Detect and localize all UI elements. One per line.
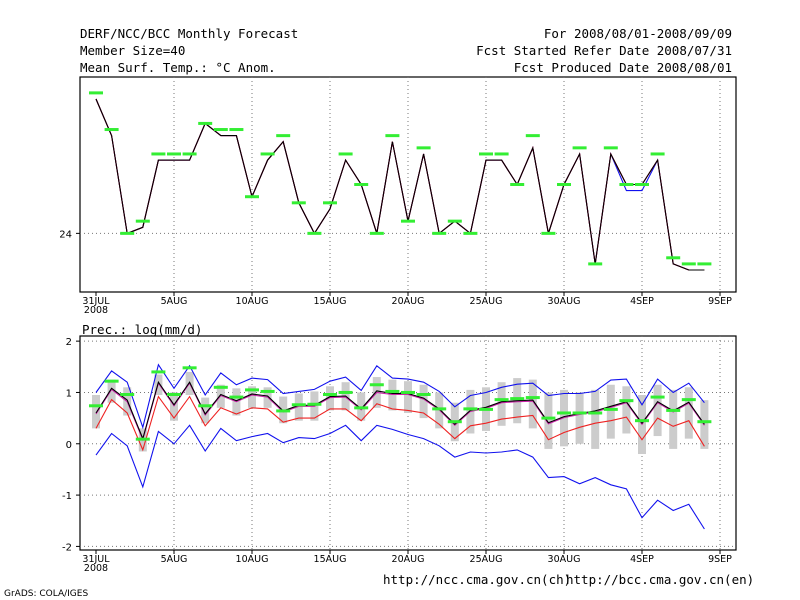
prec-spread-bar [419,384,428,419]
temp-x-tick-label: 20AUG [392,296,425,307]
precip-title: Prec.: log(mm/d) [82,322,203,337]
prec-spread-bar [92,395,100,429]
prec-spread-bar [326,386,334,411]
prec-spread-bar [575,392,584,444]
prec-spread-bar [669,389,678,449]
temp-x-tick-label: 15AUG [314,296,347,307]
prec-x-tick-label: 25AUG [470,554,503,565]
prec-y-tick-label: -1 [62,491,72,502]
temp-line-red [95,98,705,271]
temp-x-tick-label: 5AUG [161,296,188,307]
prec-spread-bar [201,397,210,424]
prec-y-tick-label: 0 [66,440,72,451]
prec-x-year-label: 2008 [84,563,108,574]
prec-spread-bar [107,379,116,403]
prec-x-tick-label: 4SEP [630,554,654,565]
url-ch-link[interactable]: http://ncc.cma.gov.cn(ch) [383,572,572,587]
prec-spread-bar [653,384,662,437]
temp-x-tick-label: 25AUG [470,296,503,307]
prec-spread-bar [404,381,412,413]
temp-x-tick-label: 31JUL [82,296,110,307]
prec-y-tick-label: 2 [66,337,72,348]
temp-x-year-label: 2008 [84,305,108,316]
prec-y-tick-label: 1 [66,388,72,399]
prec-spread-bar [591,389,600,449]
variable-label: Mean Surf. Temp.: °C Anom. [80,60,276,75]
prec-line-black [95,380,705,441]
prec-x-tick-label: 10AUG [236,554,269,565]
member-size: Member Size=40 [80,43,186,58]
prec-spread-bar [497,382,506,426]
prec-line-blue-lower [95,424,705,530]
prec-x-tick-label: 31JUL [82,554,110,565]
prec-y-tick-label: -2 [62,542,72,553]
prec-spread-bar [248,386,256,408]
forecast-period: For 2008/08/01-2008/09/09 [543,26,732,41]
temp-line-blue [95,98,705,271]
temp-x-tick-label: 4SEP [630,296,654,307]
temp-x-tick-label: 10AUG [236,296,269,307]
prec-spread-bar [528,379,537,429]
prec-spread-bar [622,386,631,434]
prec-line-blue-upper [95,363,705,430]
prec-x-tick-label: 9SEP [708,554,732,565]
prec-x-tick-label: 30AUG [548,554,581,565]
url-en-link[interactable]: http://bcc.cma.gov.cn(en) [566,572,755,587]
prec-line-red [95,395,705,452]
prec-spread-bar [684,387,693,439]
temp-line-black [95,98,705,271]
temp-line-magenta [95,98,705,271]
temp-y-tick-label: 24 [59,229,72,240]
grads-credit: GrADS: COLA/IGES [4,589,89,599]
temp-x-tick-label: 9SEP [708,296,732,307]
prec-x-tick-label: 20AUG [392,554,425,565]
prec-spread-bar [544,392,553,449]
produced-date: Fcst Produced Date 2008/08/01 [513,60,732,75]
chart-title: DERF/NCC/BCC Monthly Forecast [80,26,299,41]
prec-spread-bar [606,384,615,439]
prec-x-tick-label: 15AUG [314,554,347,565]
prec-x-tick-label: 5AUG [161,554,188,565]
start-date: Fcst Started Refer Date 2008/07/31 [476,43,732,58]
prec-spread-bar [294,393,303,421]
temp-x-tick-label: 30AUG [548,296,581,307]
